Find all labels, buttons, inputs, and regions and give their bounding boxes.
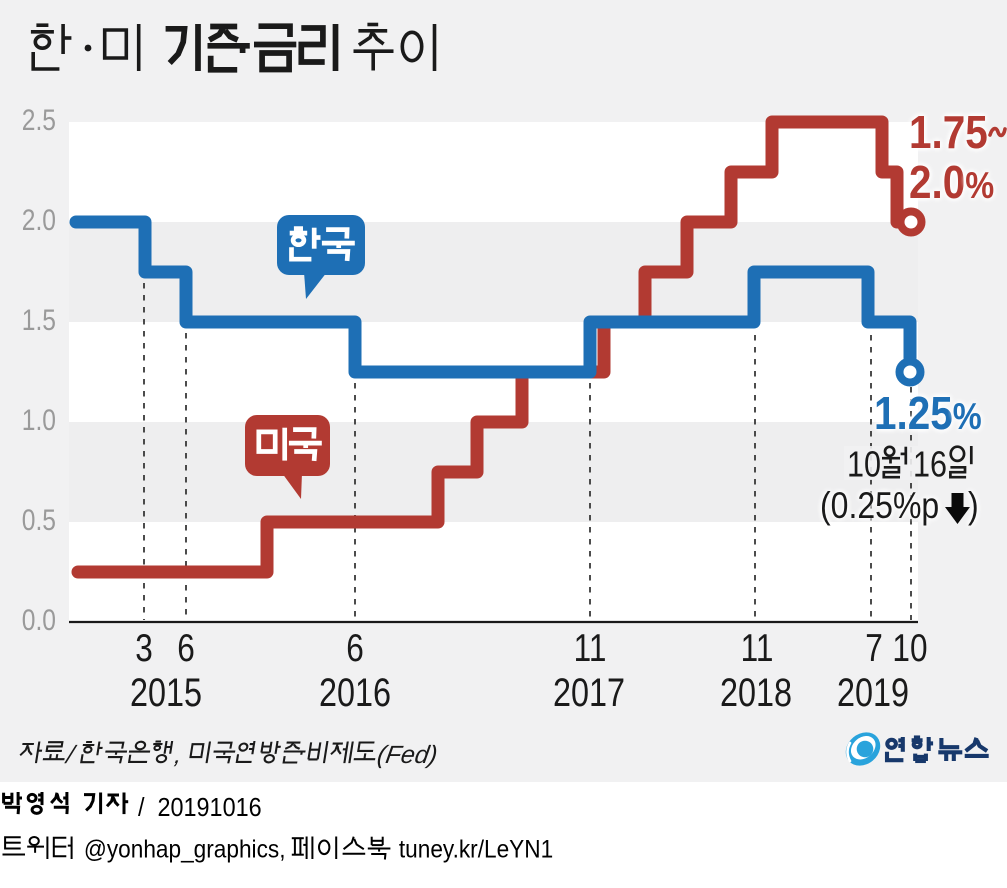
svg-text:@yonhap_graphics,: @yonhap_graphics, — [78, 836, 292, 864]
svg-text:(Fed): (Fed) — [375, 741, 439, 769]
svg-text:/: / — [63, 741, 83, 769]
svg-text:tuney.kr/LeYN1: tuney.kr/LeYN1 — [393, 836, 554, 864]
svg-text:16: 16 — [913, 444, 947, 485]
svg-text:10: 10 — [847, 444, 881, 485]
svg-text:,: , — [173, 741, 191, 769]
